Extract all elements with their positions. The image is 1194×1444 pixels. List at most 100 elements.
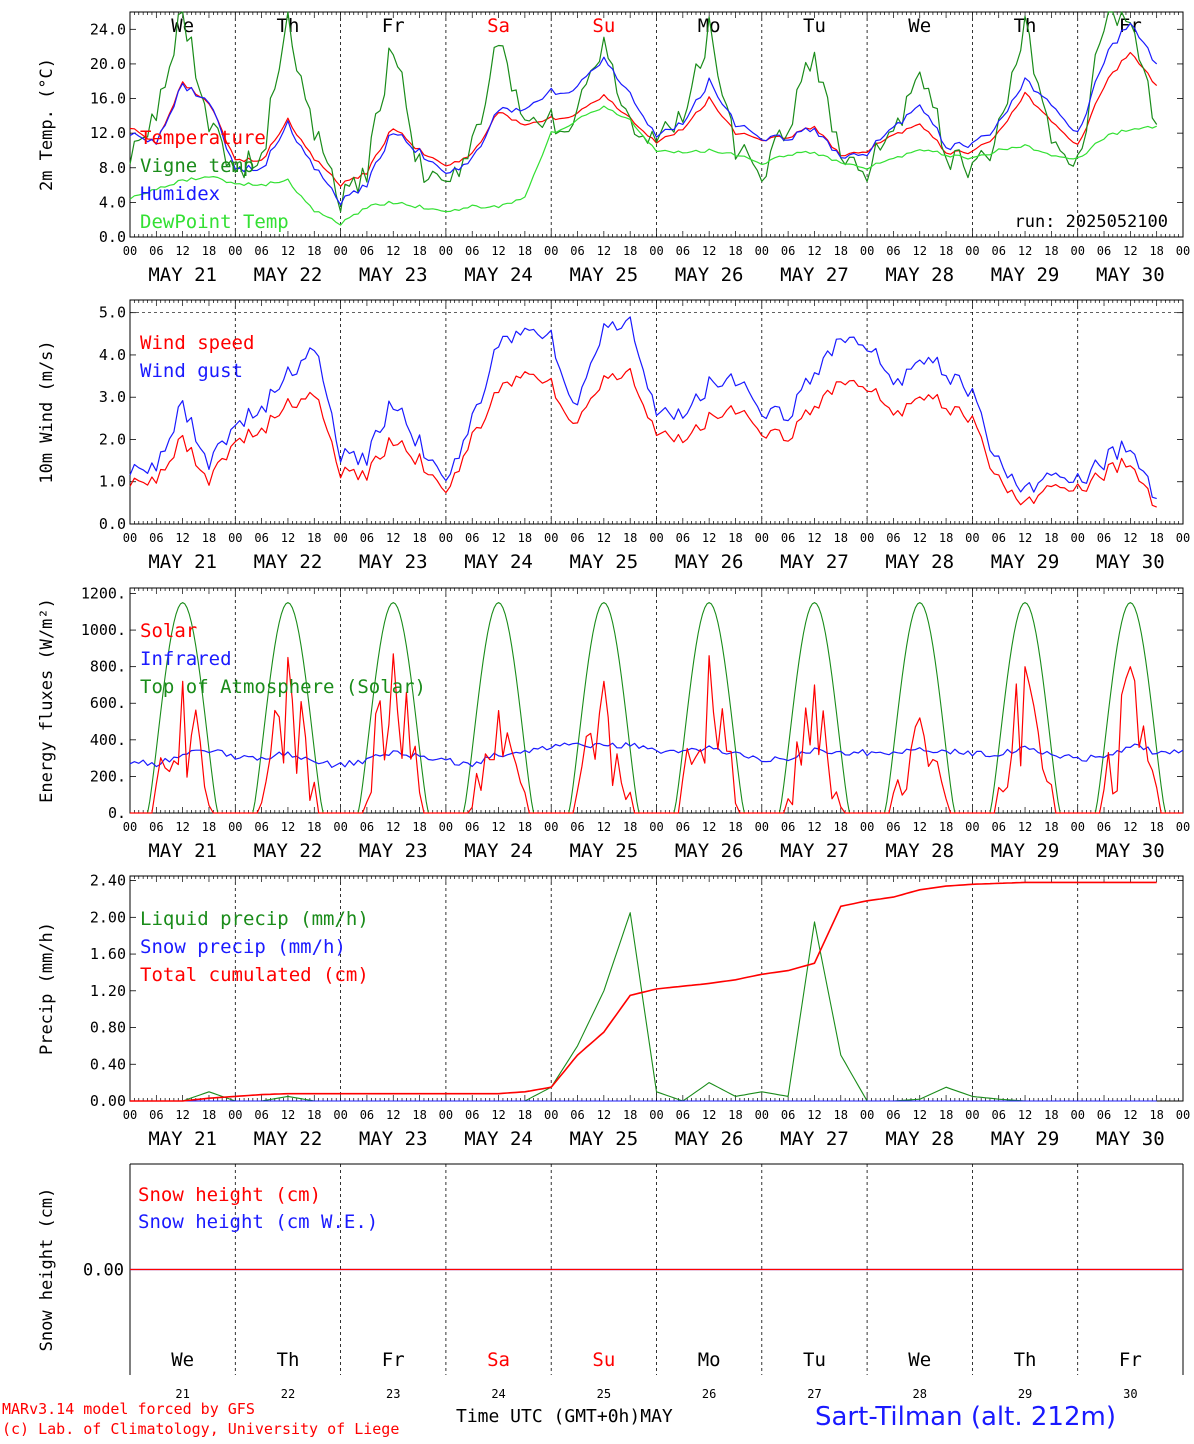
hour-label: 18 (202, 244, 216, 258)
hour-label: 06 (1097, 531, 1111, 545)
hour-label: 06 (781, 244, 795, 258)
day-number: 27 (807, 1387, 821, 1401)
hour-label: 00 (228, 820, 242, 834)
series-line (129, 11, 1158, 213)
hour-label: 12 (913, 531, 927, 545)
hour-label: 06 (1097, 244, 1111, 258)
hour-label: 00 (1176, 1108, 1190, 1122)
day-name: We (908, 15, 931, 37)
day-name: Th (277, 15, 300, 37)
hour-label: 12 (386, 244, 400, 258)
hour-label: 06 (360, 531, 374, 545)
hour-label: 06 (254, 1108, 268, 1122)
date-label: MAY 23 (359, 551, 428, 573)
date-label: MAY 24 (464, 551, 533, 573)
hour-label: 00 (755, 531, 769, 545)
hour-label: 00 (860, 1108, 874, 1122)
hour-label: 06 (570, 1108, 584, 1122)
hour-label: 12 (702, 1108, 716, 1122)
hour-label: 00 (755, 820, 769, 834)
series-line (129, 742, 1184, 769)
hour-label: 12 (702, 531, 716, 545)
y-axis-label: Precip (mm/h) (37, 922, 57, 1055)
hour-label: 06 (676, 1108, 690, 1122)
date-label: MAY 23 (359, 1128, 428, 1150)
hour-label: 12 (597, 531, 611, 545)
hour-label: 18 (307, 244, 321, 258)
series-line (129, 367, 1157, 508)
hour-label: 00 (544, 531, 558, 545)
y-tick-label: 0.80 (90, 1019, 126, 1037)
hour-label: 06 (570, 531, 584, 545)
hour-label: 18 (939, 820, 953, 834)
date-label: MAY 29 (991, 1128, 1060, 1150)
date-label: MAY 21 (148, 551, 217, 573)
series-line (129, 51, 1158, 187)
date-label: MAY 22 (254, 1128, 323, 1150)
panel-frame (129, 11, 1184, 238)
hour-label: 12 (597, 244, 611, 258)
hour-label: 18 (412, 820, 426, 834)
date-label: MAY 27 (780, 1128, 849, 1150)
legend-entry: Solar (140, 620, 197, 642)
panel-3: 0. 200. 400. 600. 800. 1000. 1200. Energy fluxe… (37, 584, 1184, 822)
hour-label: 06 (465, 1108, 479, 1122)
hour-label: 18 (1044, 244, 1058, 258)
legend-entry: Snow height (cm) (138, 1184, 321, 1206)
hour-label: 00 (649, 1108, 663, 1122)
hour-label: 18 (518, 820, 532, 834)
hour-label: 00 (755, 244, 769, 258)
hour-label: 12 (1123, 531, 1137, 545)
hour-label: 12 (807, 1108, 821, 1122)
y-tick-label: 1.60 (90, 945, 126, 963)
day-name: We (908, 1349, 931, 1371)
y-tick-label: 16.0 (90, 90, 126, 108)
hour-label: 00 (544, 1108, 558, 1122)
panel-frame (129, 587, 1184, 814)
hour-label: 00 (965, 531, 979, 545)
hour-label: 06 (465, 244, 479, 258)
hour-label: 00 (1176, 820, 1190, 834)
day-number: 21 (175, 1387, 189, 1401)
panel-4: 0.00 0.40 0.80 1.20 1.60 2.00 2.40 Precip (mm/h… (37, 872, 1184, 1110)
hour-label: 12 (807, 531, 821, 545)
date-label: MAY 30 (1096, 264, 1165, 286)
hour-label: 12 (597, 820, 611, 834)
day-name: Mo (698, 15, 721, 37)
date-label: MAY 26 (675, 840, 744, 862)
hour-label: 06 (991, 1108, 1005, 1122)
day-number: 26 (702, 1387, 716, 1401)
hour-label: 06 (991, 244, 1005, 258)
hour-label: 00 (333, 531, 347, 545)
legend-entry: Liquid precip (mm/h) (140, 908, 369, 930)
y-tick-label: 0. (108, 804, 126, 822)
date-label: MAY 30 (1096, 840, 1165, 862)
series-line (129, 105, 1157, 226)
hour-label: 12 (913, 1108, 927, 1122)
hour-label: 00 (439, 244, 453, 258)
y-tick-label: 600. (90, 694, 126, 712)
x-axis-2: 00 06 12 18 MAY 21 00 06 12 18 MAY 22 00 06 12 18 MAY … (123, 531, 1190, 573)
day-name: Tu (803, 15, 826, 37)
hour-label: 18 (1044, 531, 1058, 545)
hour-label: 06 (886, 531, 900, 545)
hour-label: 00 (439, 1108, 453, 1122)
x-axis-3: 00 06 12 18 MAY 21 00 06 12 18 MAY 22 00 06 12 18 MAY … (123, 820, 1190, 862)
hour-label: 06 (465, 820, 479, 834)
hour-label: 18 (939, 1108, 953, 1122)
date-label: MAY 26 (675, 1128, 744, 1150)
hour-label: 18 (412, 531, 426, 545)
date-label: MAY 24 (464, 264, 533, 286)
hour-label: 18 (834, 820, 848, 834)
hour-label: 18 (1044, 1108, 1058, 1122)
date-label: MAY 28 (885, 840, 954, 862)
date-label: MAY 24 (464, 1128, 533, 1150)
day-number: 25 (597, 1387, 611, 1401)
date-label: MAY 27 (780, 840, 849, 862)
hour-label: 18 (1149, 1108, 1163, 1122)
date-label: MAY 30 (1096, 1128, 1165, 1150)
y-tick-label: 24.0 (90, 20, 126, 38)
panel-1: 0.0 4.0 8.0 12.0 16.0 20.0 24.0 2m Temp. (°C) We… (37, 11, 1184, 246)
y-tick-label: 3.0 (99, 388, 126, 406)
